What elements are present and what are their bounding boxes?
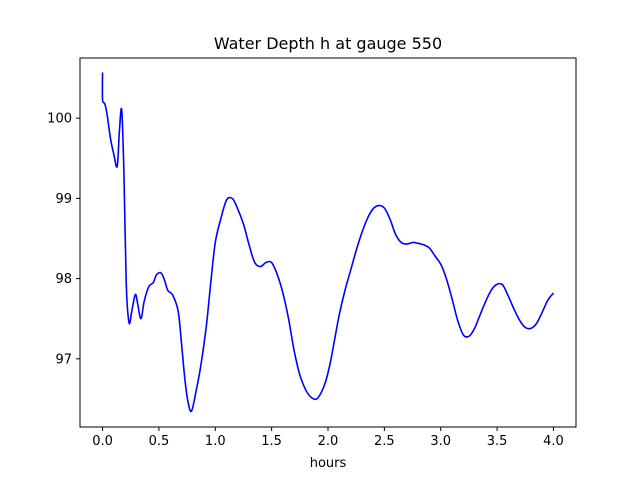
x-tick-label: 1.5	[261, 434, 282, 449]
x-tick-label: 0.5	[149, 434, 170, 449]
y-axis: 97 98 99 100	[47, 112, 80, 367]
y-tick-label: 97	[55, 352, 72, 367]
axes-frame	[79, 57, 577, 428]
y-tick-label: 100	[47, 112, 72, 127]
x-axis: 0.0 0.5 1.0 1.5 2.0 2.5 3.0 3.5 4.0	[92, 427, 564, 449]
x-tick-label: 2.5	[374, 434, 395, 449]
x-tick-label: 1.0	[205, 434, 226, 449]
plot-area	[101, 72, 555, 413]
x-tick-label: 0.0	[92, 434, 113, 449]
series-line-0	[101, 72, 555, 413]
chart-title: Water Depth h at gauge 550	[214, 34, 442, 53]
y-tick-label: 99	[55, 192, 72, 207]
x-axis-label: hours	[310, 456, 347, 471]
y-tick-label: 98	[55, 272, 72, 287]
x-tick-label: 4.0	[543, 434, 564, 449]
x-tick-label: 2.0	[318, 434, 339, 449]
x-tick-label: 3.0	[430, 434, 451, 449]
x-tick-label: 3.5	[487, 434, 508, 449]
